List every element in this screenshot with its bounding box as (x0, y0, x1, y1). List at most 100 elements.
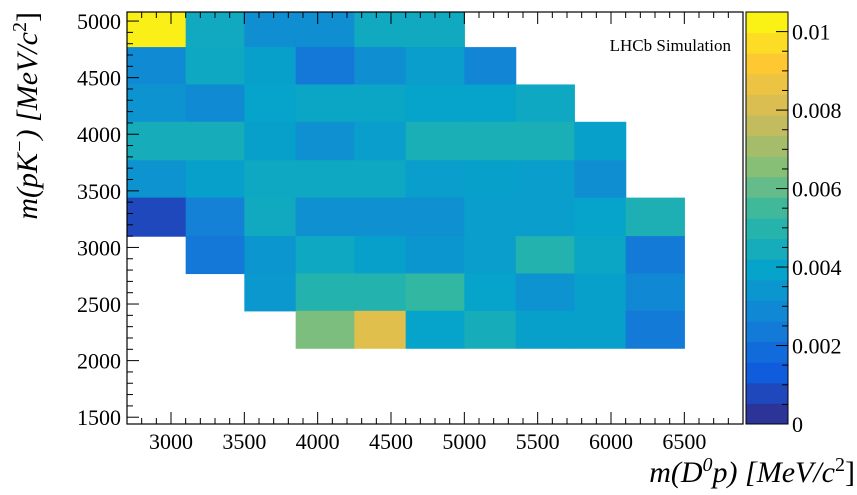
x-tick-label: 4000 (296, 429, 340, 454)
colorbar-band (746, 176, 788, 198)
heatmap-cell (127, 84, 187, 123)
colorbar-band (746, 135, 788, 157)
colorbar-tick-labels: 0 0.002 0.004 0.006 0.008 0.01 (792, 20, 842, 437)
heatmap-cell (625, 197, 685, 237)
heatmap-cell (354, 310, 407, 349)
colorbar-band (746, 115, 788, 137)
heatmap-cell (405, 84, 465, 123)
heatmap-cell (464, 273, 517, 312)
colorbar-band (746, 32, 788, 54)
heatmap-cell (405, 236, 465, 275)
heatmap-cell (515, 160, 575, 199)
colorbar-tick-label: 0.004 (792, 255, 842, 280)
heatmap-cell (405, 197, 465, 237)
colorbar (745, 11, 789, 425)
colorbar-tick-label: 0.006 (792, 177, 842, 202)
colorbar-tick-label: 0.01 (792, 20, 831, 45)
heatmap-cell (354, 84, 407, 123)
heatmap-cell (244, 197, 297, 237)
heatmap-cell (574, 160, 627, 199)
heatmap-cell (464, 236, 517, 275)
heatmap-cell (295, 12, 355, 48)
annotation-label: LHCb Simulation (610, 36, 732, 55)
heatmap-cell (295, 47, 355, 86)
heatmap-cell (127, 47, 187, 86)
heatmap-cell (464, 84, 517, 123)
x-axis-label: m(D0p) [MeV/c2] (649, 454, 855, 489)
heatmap-cell (464, 310, 517, 349)
heatmap-cell (295, 273, 355, 312)
colorbar-band (746, 382, 788, 404)
heatmap-cell (464, 121, 517, 161)
heatmap-cell (244, 236, 297, 275)
colorbar-band (746, 403, 788, 425)
heatmap-cell (354, 197, 407, 237)
colorbar-band (746, 156, 788, 178)
heatmap-cell (354, 273, 407, 312)
heatmap-cell (244, 84, 297, 123)
heatmap-cell (244, 12, 297, 48)
heatmap-cell (464, 47, 517, 86)
heatmap-cell (354, 47, 407, 86)
heatmap-cell (464, 197, 517, 237)
heatmap-cells (127, 12, 685, 349)
colorbar-band (746, 12, 788, 34)
x-tick-label: 5500 (516, 429, 560, 454)
heatmap-cell (185, 160, 245, 199)
y-tick-label: 1500 (77, 405, 121, 430)
heatmap-cell (515, 236, 575, 275)
heatmap-cell (185, 84, 245, 123)
colorbar-band (746, 94, 788, 116)
heatmap-cell (625, 236, 685, 275)
colorbar-band (746, 238, 788, 260)
y-tick-label: 3500 (77, 179, 121, 204)
colorbar-band (746, 53, 788, 75)
x-tick-label: 5000 (442, 429, 486, 454)
x-tick-label: 6000 (589, 429, 633, 454)
y-tick-label: 2500 (77, 292, 121, 317)
heatmap-cell (464, 160, 517, 199)
heatmap-cell (405, 310, 465, 349)
colorbar-band (746, 197, 788, 219)
x-tick-label: 3000 (149, 429, 193, 454)
heatmap-cell (574, 236, 627, 275)
colorbar-band (746, 259, 788, 281)
y-tick-label: 5000 (77, 9, 121, 34)
heatmap-cell (295, 160, 355, 199)
colorbar-frame (745, 11, 789, 425)
colorbar-band (746, 279, 788, 301)
heatmap-cell (185, 121, 245, 161)
heatmap-cell (405, 47, 465, 86)
y-tick-label: 4000 (77, 122, 121, 147)
heatmap-cell (574, 310, 627, 349)
axis-ticks (127, 12, 729, 424)
colorbar-tick-label: 0 (792, 412, 803, 437)
x-tick-label: 4500 (369, 429, 413, 454)
heatmap-cell (185, 197, 245, 237)
heatmap-cell (127, 121, 187, 161)
heatmap-cell (625, 273, 685, 312)
colorbar-tick-label: 0.002 (792, 334, 842, 359)
colorbar-band (746, 341, 788, 363)
heatmap-cell (354, 160, 407, 199)
y-tick-label: 3000 (77, 235, 121, 260)
heatmap-cell (295, 197, 355, 237)
heatmap-cell (295, 310, 355, 349)
heatmap-cell (625, 310, 685, 349)
heatmap-cell (127, 197, 187, 237)
y-tick-label: 4500 (77, 66, 121, 91)
colorbar-band (746, 300, 788, 322)
y-tick-labels: 1500 2000 2500 3000 3500 4000 4500 5000 (77, 9, 121, 430)
heatmap-cell (515, 84, 575, 123)
heatmap-cell (354, 12, 407, 48)
heatmap-cell (515, 121, 575, 161)
heatmap-cell (244, 121, 297, 161)
heatmap-cell (354, 236, 407, 275)
heatmap-cell (244, 47, 297, 86)
colorbar-tick-label: 0.008 (792, 98, 842, 123)
colorbar-band (746, 321, 788, 343)
heatmap-cell (295, 121, 355, 161)
y-axis-label: m(pK−) [MeV/c2] (9, 12, 44, 220)
heatmap-cell (354, 121, 407, 161)
